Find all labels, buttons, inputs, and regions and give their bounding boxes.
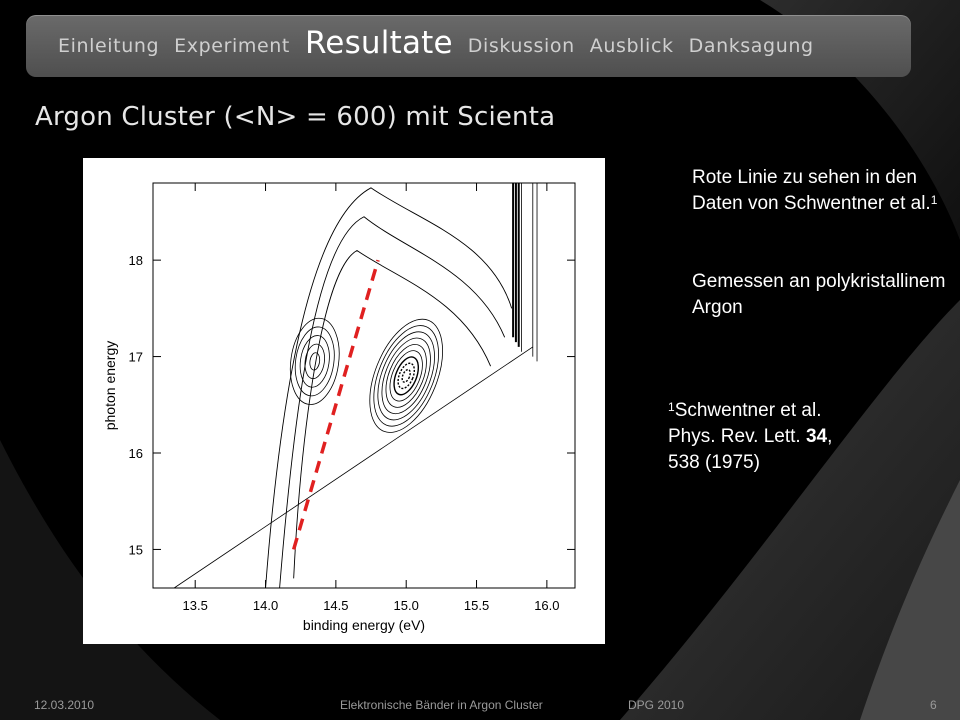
x-tick-label-2: 14.5 — [323, 598, 348, 613]
nav-item-diskussion[interactable]: Diskussion — [467, 35, 575, 57]
peak-2-contour-1 — [309, 352, 321, 371]
footnote-marker: 1 — [930, 193, 938, 207]
note-measured: Gemessen an polykristallinem Argon — [692, 271, 946, 318]
navigation-bar — [26, 15, 911, 77]
peak-2-contour-2 — [304, 343, 325, 380]
nav-item-ausblick[interactable]: Ausblick — [589, 35, 674, 57]
peak-1-contour-5 — [385, 344, 427, 408]
plot-frame — [152, 182, 576, 589]
peak-1-contour-4 — [389, 350, 423, 402]
y-axis-label: photon energy — [102, 341, 118, 431]
x-tick-label-5: 16.0 — [534, 598, 559, 613]
peak-1-contour-7 — [377, 331, 435, 421]
contour-plot-figure: 13.5 14.0 14.5 15.0 15.5 16.0 15 16 17 18 binding … — [83, 158, 605, 644]
outer-contour-1 — [265, 187, 513, 589]
note-red-line-text: Rote Linie zu sehen in den Daten von Sch… — [692, 167, 931, 214]
nav-item-experiment[interactable]: Experiment — [174, 35, 290, 57]
reference-marker: 1 — [668, 400, 675, 414]
reference: 1Schwentner et al. Phys. Rev. Lett. 34, 53… — [668, 398, 918, 476]
contour-plot: 13.5 14.0 14.5 15.0 15.5 16.0 15 16 17 18 binding … — [102, 182, 576, 633]
peak-1-contour-1 — [401, 368, 411, 383]
x-tick-label-1: 14.0 — [253, 598, 278, 613]
peak-2-contour-5 — [289, 317, 340, 405]
footer-conference: DPG 2010 — [628, 698, 685, 712]
reference-authors: Schwentner et al. — [674, 400, 822, 421]
nav-item-einleitung[interactable]: Einleitung — [58, 35, 160, 57]
reference-journal: Phys. Rev. Lett. — [668, 426, 806, 447]
x-tick-label-0: 13.5 — [183, 598, 208, 613]
x-tick-label-3: 15.0 — [394, 598, 419, 613]
peak-1-contour-3 — [393, 356, 420, 396]
section-nav: Einleitung Experiment Resultate Diskussi… — [58, 24, 829, 61]
y-tick-label-1: 16 — [129, 446, 143, 461]
reference-comma: , — [827, 426, 833, 447]
outer-contour-3 — [293, 249, 492, 579]
note-red-line: Rote Linie zu sehen in den Daten von Sch… — [692, 165, 942, 217]
nav-item-resultate[interactable]: Resultate — [304, 25, 453, 61]
footer-date: 12.03.2010 — [34, 698, 95, 712]
peak-2-contour-3 — [299, 335, 330, 388]
footer-title: Elektronische Bänder in Argon Cluster — [340, 698, 543, 712]
y-tick-label-2: 17 — [129, 350, 143, 365]
peak-1-contour-9 — [369, 318, 443, 433]
edge-contour — [173, 346, 534, 589]
peak-1-contour-6 — [381, 337, 431, 415]
slide-title: Argon Cluster (<N> = 600) mit Scienta — [35, 102, 556, 132]
peak-2-contour-4 — [294, 326, 335, 397]
reference-pages: 538 (1975) — [668, 452, 760, 473]
outer-contour-2 — [279, 216, 506, 589]
y-tick-label-0: 15 — [129, 542, 143, 557]
x-tick-label-4: 15.5 — [464, 598, 489, 613]
peak-1-contour-2 — [397, 362, 416, 390]
reference-volume: 34 — [805, 426, 828, 447]
y-tick-label-3: 18 — [129, 253, 143, 268]
nav-item-danksagung[interactable]: Danksagung — [688, 35, 814, 57]
red-dashed-line — [291, 259, 380, 550]
x-axis-label: binding energy (eV) — [303, 617, 425, 633]
footer-page-number: 6 — [930, 698, 937, 712]
peak-1-contour-8 — [373, 325, 439, 427]
